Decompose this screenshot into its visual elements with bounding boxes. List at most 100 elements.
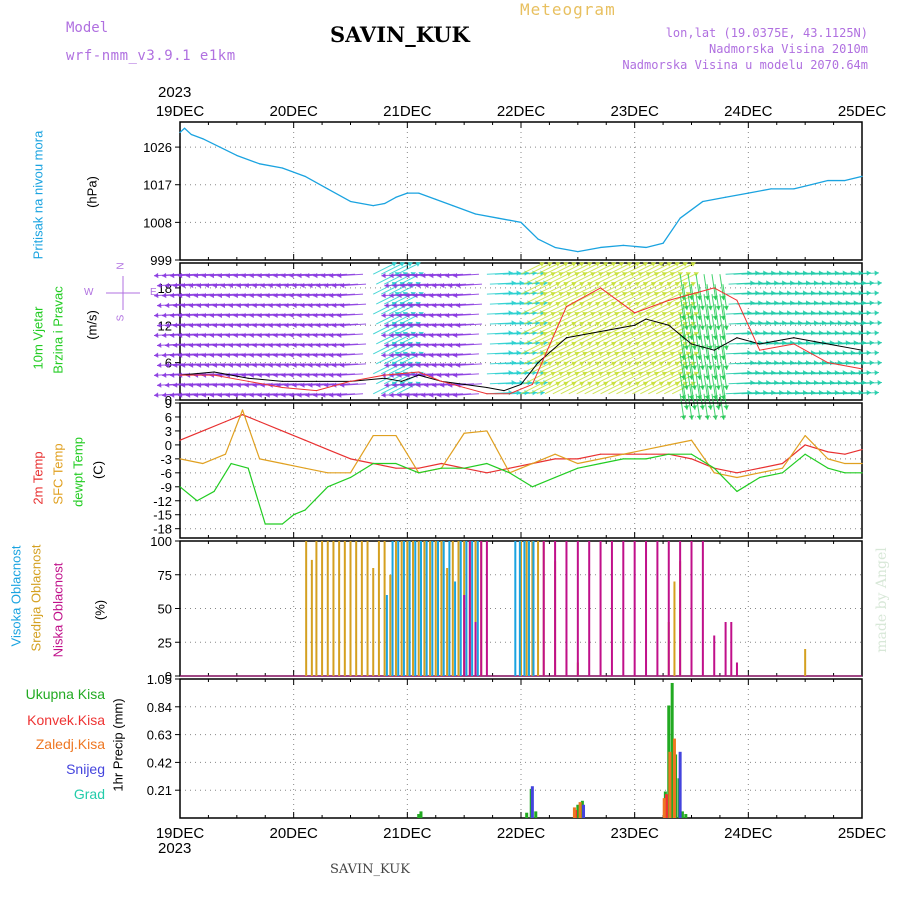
wind-arrow [611,371,636,385]
wind-arrow [563,272,588,285]
wind-speed-line-point [793,337,795,339]
wind-arrow-head [680,395,687,400]
dewpt-line-point [599,462,602,465]
compass-east: E [150,287,157,298]
wind-arrow-head [384,282,389,289]
model-name: wrf-nmm_v3.9.1 e1km [66,48,236,64]
wind-arrow-head [440,322,445,329]
wind-speed-line-point [213,371,215,373]
wind-arrow-head [321,332,326,338]
wind-arrow-head [337,332,342,338]
wind-arrow-head [658,381,664,387]
wind-arrow-head [201,312,207,319]
panel-precip: 0.21 0.42 0.63 0.84 1.05 [147,672,863,819]
wind-arrow-head [300,282,305,289]
wind-arrow-head [712,375,718,380]
wind-arrow [711,393,717,420]
wind-arrow [336,353,364,356]
wind-arrow-head [413,312,418,319]
sfc-temp-line-point [759,472,761,474]
wind-arrow-head [281,292,286,299]
wind-arrow-head [416,302,421,309]
wind-arrow-head [874,370,879,376]
wind-arrow [579,331,604,345]
wind-arrow [627,272,652,285]
wind-arrow-head [236,342,241,348]
dewpt-line-point [804,453,806,455]
wind-arrow-head [437,352,442,358]
wind-arrow-head [579,301,585,307]
wind-arrow-head [421,312,426,319]
wind-arrow-head [563,381,569,387]
wind-arrow-head [611,381,617,387]
wind-arrow [563,291,588,305]
wind-arrow-head [408,282,413,289]
wind-arrow-head [688,335,695,341]
wind-arrow-head [316,362,321,368]
wind-arrow-head [650,361,656,367]
y-tick-label: 3 [165,424,172,439]
wind-arrow-head [249,392,254,398]
wind-arrow-head [555,341,561,347]
wind-arrow [523,331,548,345]
wind-arrow-head [447,282,453,289]
wind-arrow-head [723,365,729,370]
wind-arrow-head [563,301,569,307]
wind-arrow [336,393,364,396]
wind-arrow-head [281,272,286,279]
wind-arrow-head [587,341,593,347]
wind-arrow [663,281,688,295]
wind-arrow-head [265,312,270,319]
wind-arrow-head [241,392,246,398]
panel-pressure: 999 1008 1017 1026 [143,121,863,268]
temp2m-line-point [736,472,738,474]
wind-arrow-head [666,321,672,327]
wind-arrow-head [683,305,690,311]
wind-arrow-head [193,312,199,319]
wind-arrow [555,291,580,305]
wind-arrow-head [447,362,453,368]
cloud-bar [459,541,462,676]
wind-arrow-head [260,362,265,368]
wind-arrow-head [188,362,194,368]
wind-arrow [719,294,725,321]
cloud-bar [366,541,369,676]
cloud-bar [349,541,352,676]
temp2m-line-point [281,430,283,432]
wind-arrow-head [666,381,672,387]
cloud-bar [537,541,540,676]
wind-arrow-head [201,292,207,299]
wind-arrow [579,371,604,385]
wind-arrow-head [196,282,202,289]
wind-arrow-head [381,312,386,319]
sfc-temp-line-point [781,467,784,469]
wind-arrow-head [874,390,879,396]
wind-speed-line-point [634,324,636,326]
wind-arrow [608,262,633,275]
wind-arrow-head [241,352,246,358]
wind-arrow-head [723,405,729,410]
wind-arrow-head [164,302,170,309]
cloud-bar [804,649,807,676]
wind-arrow-head [260,282,265,289]
temp2m-line-point [599,453,602,455]
wind-arrow-head [193,392,199,398]
cloud-bar [310,559,313,676]
wind-arrow-head [180,282,186,289]
wind-arrow-head [169,272,175,279]
wind-arrow [518,272,545,275]
cloud-bar [446,568,449,676]
wind-arrow-head [642,381,648,387]
wind-arrow [719,333,725,361]
cloud-bar [397,541,400,676]
wind-arrow [703,294,709,321]
cloud-bar [440,541,443,676]
wind-arrow [695,333,701,361]
wind-gust-line-point [179,374,181,376]
wind-arrow-head [321,292,326,299]
wind-arrow-head [292,362,297,368]
wind-compass [106,276,140,310]
wind-arrow [587,272,612,285]
wind-arrow-head [455,302,461,309]
wind-arrow-head [257,332,262,338]
